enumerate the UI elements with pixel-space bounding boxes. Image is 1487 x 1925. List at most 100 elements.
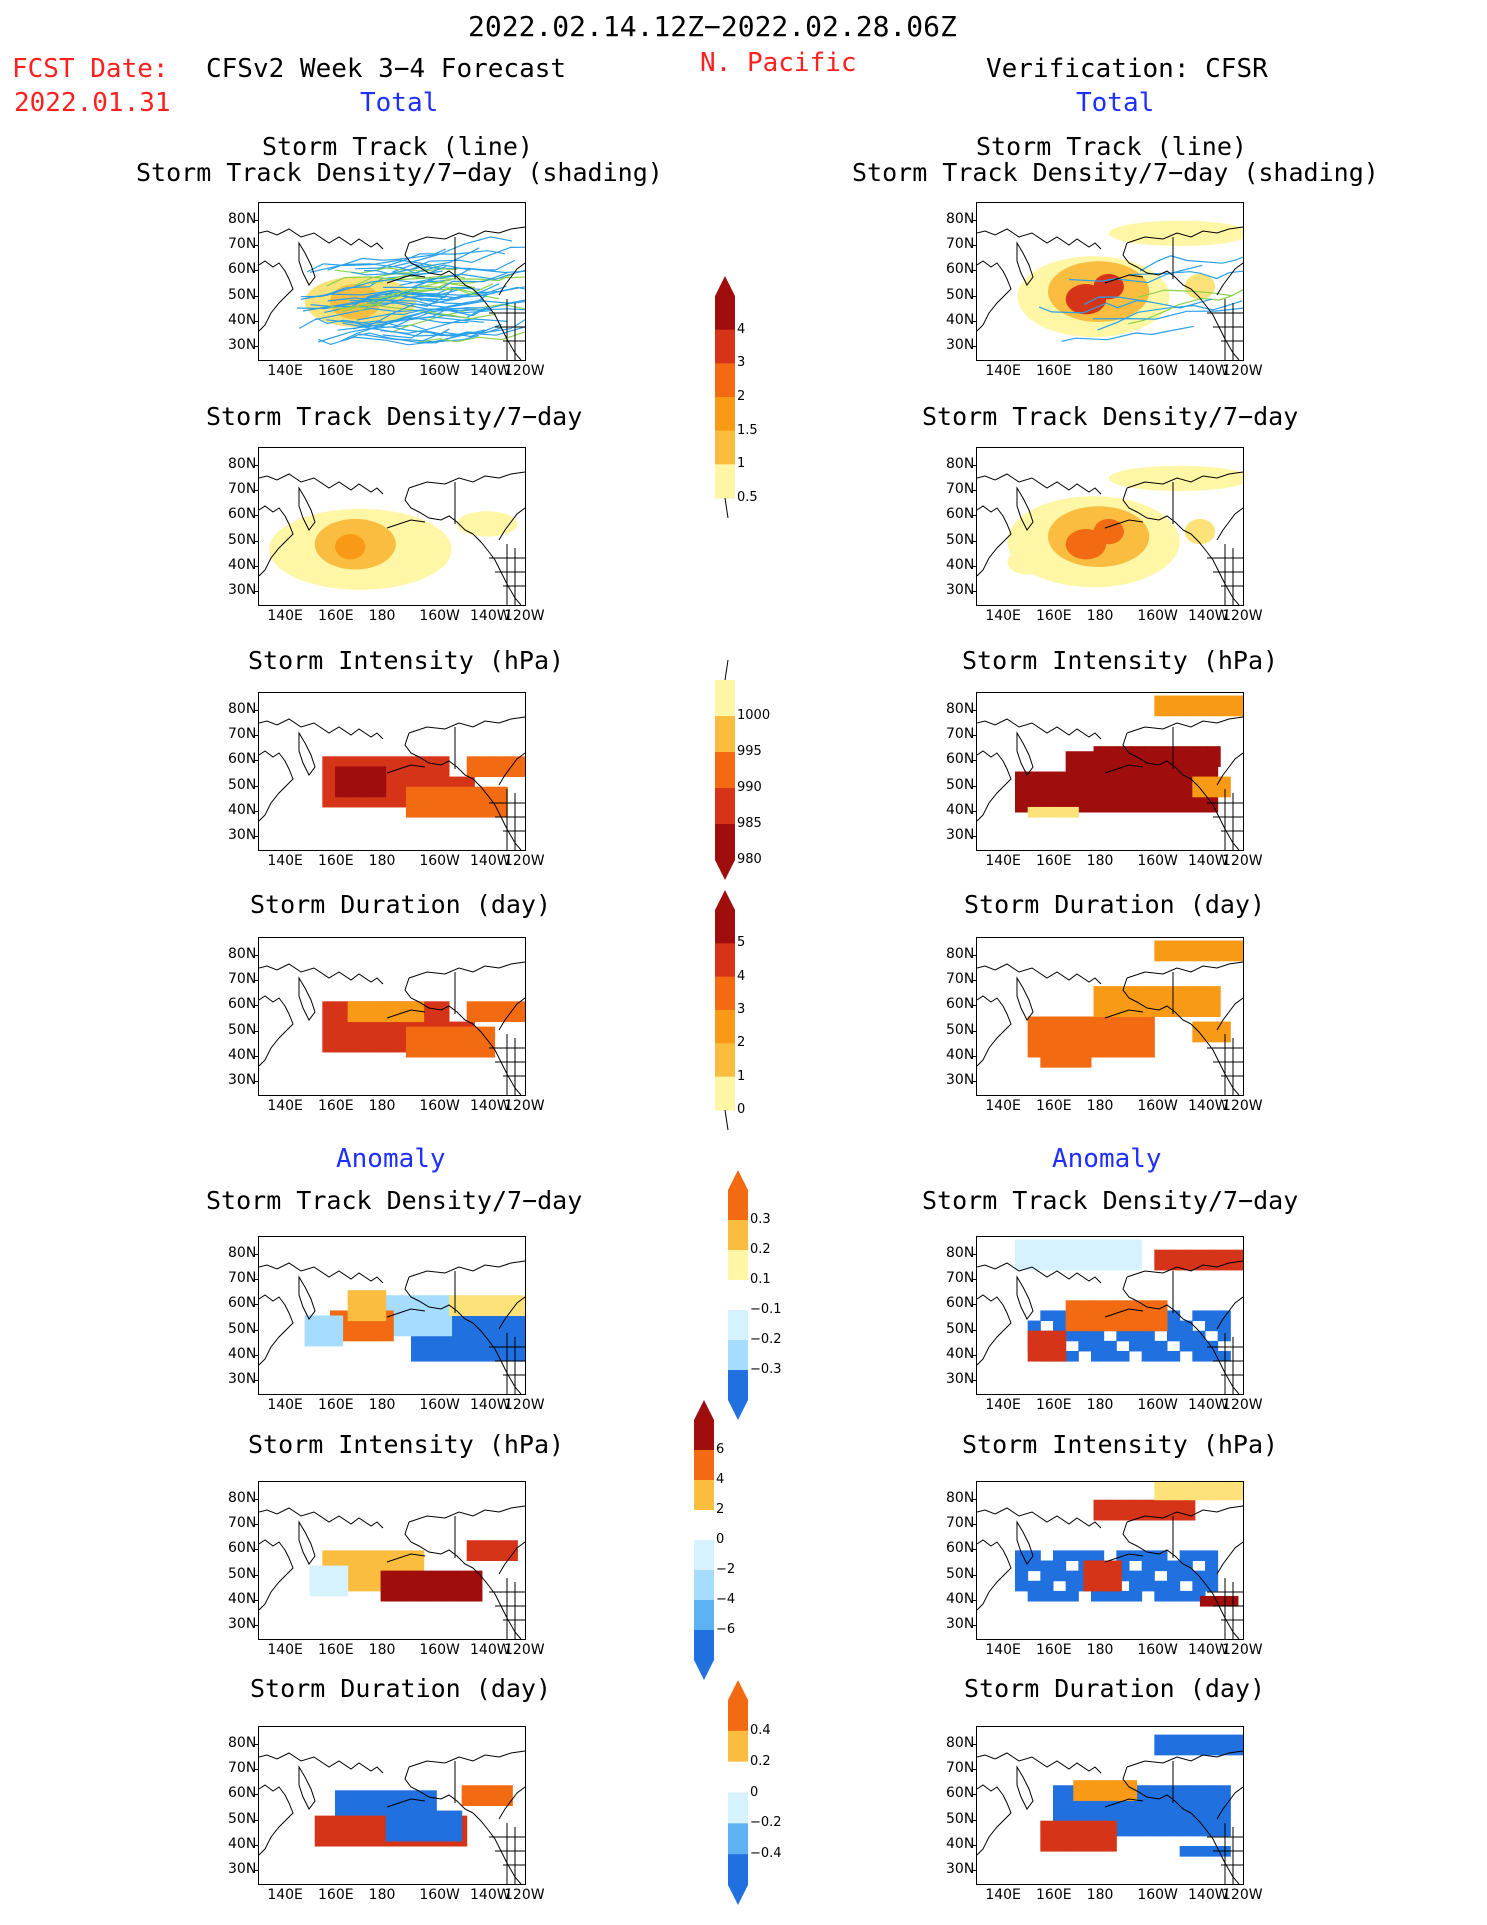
lat-tick — [254, 954, 258, 956]
grid-cell — [352, 1815, 366, 1827]
grid-cell — [335, 1550, 349, 1561]
lat-tick — [254, 515, 258, 517]
grid-cell — [1154, 1300, 1168, 1311]
lat-tick-label: 80N — [228, 1734, 257, 1751]
grid-cell — [1129, 1570, 1143, 1582]
map-plot — [259, 1260, 525, 1394]
lon-tick-label: 160E — [318, 1098, 354, 1114]
lat-tick-label: 80N — [228, 945, 257, 962]
colorbar-label: −6 — [716, 1622, 736, 1637]
grid-cell — [1156, 746, 1171, 757]
grid-cell — [355, 1320, 369, 1332]
colorbar-segment — [715, 296, 735, 331]
grid-cell — [1192, 695, 1206, 707]
colorbar-label: 980 — [737, 852, 762, 867]
grid-cell — [1230, 1482, 1243, 1491]
lat-tick — [254, 1253, 258, 1255]
grid-cell — [431, 1570, 445, 1582]
lon-tick-label: 160E — [318, 1887, 354, 1903]
grid-cell — [1103, 771, 1117, 783]
coastline — [404, 977, 474, 1025]
grid-cell — [1065, 1570, 1079, 1582]
colorbar-label: 0 — [750, 1784, 759, 1800]
colorbar-label: −4 — [716, 1592, 736, 1607]
grid-cell — [1093, 986, 1107, 997]
grid-cell — [1167, 1590, 1181, 1602]
grid-cell — [411, 1560, 425, 1572]
grid-cell — [1078, 1550, 1092, 1561]
grid-cell — [1182, 1006, 1196, 1017]
grid-cell — [1053, 1046, 1067, 1058]
lat-tick — [972, 245, 976, 247]
density-contour — [456, 511, 518, 537]
grid-cell — [1217, 1785, 1231, 1796]
grid-cell — [479, 1001, 493, 1012]
coastline — [1126, 716, 1243, 734]
grid-cell — [1073, 1780, 1087, 1791]
lon-tick-label: 140W — [470, 853, 511, 869]
grid-cell — [347, 776, 361, 788]
colorbar-label: 0.2 — [750, 1753, 771, 1769]
coastline — [977, 260, 1012, 332]
grid-cell — [1096, 1570, 1110, 1582]
lat-tick — [254, 1355, 258, 1357]
grid-cell — [322, 766, 336, 778]
grid-cell — [335, 786, 349, 798]
grid-cell — [398, 1021, 412, 1033]
lat-tick — [972, 1380, 976, 1382]
grid-cell — [1065, 1795, 1079, 1806]
grid-cell — [466, 1540, 480, 1551]
grid-cell — [1027, 1580, 1041, 1592]
lon-tick-label: 140E — [985, 853, 1021, 869]
coastline — [404, 1766, 474, 1814]
grid-cell — [1040, 1239, 1054, 1251]
grid-cell — [1167, 1259, 1181, 1271]
grid-cell — [1144, 986, 1158, 997]
lat-tick-label: 40N — [946, 1047, 975, 1064]
grid-cell — [456, 796, 470, 808]
grid-cell — [342, 1330, 356, 1342]
grid-cell — [436, 1830, 450, 1842]
grid-cell — [1053, 1570, 1067, 1582]
grid-cell — [1192, 1021, 1206, 1033]
grid-cell — [411, 1830, 425, 1842]
grid-cell — [443, 1580, 458, 1592]
coastline — [977, 995, 1012, 1067]
grid-cell — [1154, 1580, 1168, 1592]
panel-title-anom-density-right: Storm Track Density/7−day — [922, 1186, 1299, 1215]
lat-tick-label: 70N — [228, 1760, 257, 1777]
lat-tick — [972, 1253, 976, 1255]
density-contour — [1184, 273, 1216, 300]
coastline — [408, 716, 525, 734]
grid-cell — [309, 1565, 323, 1577]
grid-cell — [1192, 1489, 1206, 1501]
lon-tick-label: 160W — [1137, 363, 1178, 379]
grid-cell — [1053, 1016, 1067, 1028]
lat-tick — [972, 1279, 976, 1281]
grid-cell — [1217, 776, 1231, 788]
grid-cell — [1129, 781, 1143, 793]
grid-cell — [487, 1785, 501, 1796]
grid-cell — [1015, 1580, 1029, 1592]
grid-cell — [1205, 776, 1219, 788]
coastline — [1122, 242, 1192, 290]
grid-cell — [1078, 1830, 1092, 1842]
lat-tick — [972, 1355, 976, 1357]
coastline — [259, 1262, 384, 1284]
grid-cell — [1192, 1350, 1206, 1362]
grid-cell — [309, 1585, 323, 1597]
lat-tick-label: 40N — [228, 312, 257, 329]
lat-tick — [254, 760, 258, 762]
grid-cell — [1217, 1031, 1231, 1043]
lat-tick-label: 30N — [228, 1616, 257, 1633]
colorbar-label: 4 — [716, 1472, 725, 1487]
lon-tick-label: 180 — [368, 1397, 396, 1413]
lon-tick-label: 160E — [318, 1397, 354, 1413]
lon-tick-label: 180 — [368, 608, 396, 624]
lat-tick — [254, 1743, 258, 1745]
grid-cell — [385, 1041, 399, 1053]
lon-tick-label: 160E — [1036, 363, 1072, 379]
coastline — [298, 486, 316, 531]
grid-cell — [1167, 1482, 1181, 1491]
lon-tick-label: 180 — [368, 1098, 396, 1114]
